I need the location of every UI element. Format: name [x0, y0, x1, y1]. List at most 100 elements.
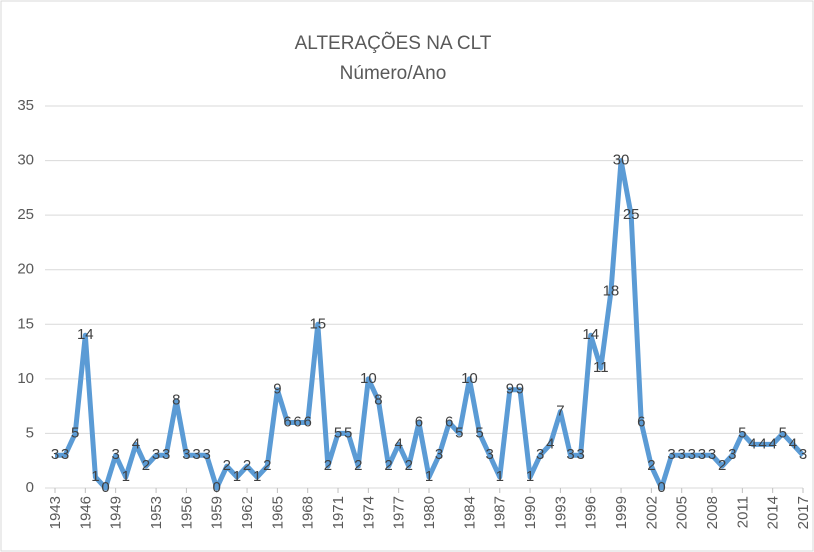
data-label: 4: [769, 435, 777, 452]
data-label: 10: [461, 370, 478, 387]
data-label: 3: [799, 446, 807, 463]
data-label: 2: [324, 457, 332, 474]
data-label: 1: [253, 468, 261, 485]
data-label: 3: [192, 446, 200, 463]
data-label: 4: [546, 435, 554, 452]
x-tick-label: 2011: [734, 496, 751, 528]
data-label: 4: [395, 435, 403, 452]
data-label: 2: [142, 457, 150, 474]
data-label: 6: [304, 413, 312, 430]
data-label: 9: [273, 381, 281, 398]
data-label: 6: [415, 413, 423, 430]
data-label: 30: [613, 152, 630, 169]
data-label: 3: [51, 446, 59, 463]
data-label: 5: [475, 424, 483, 441]
data-label: 3: [566, 446, 574, 463]
data-label: 2: [223, 457, 231, 474]
data-label: 2: [263, 457, 271, 474]
x-tick-label: 1965: [269, 496, 286, 529]
chart-title: ALTERAÇÕES NA CLT: [295, 32, 492, 54]
data-label: 6: [637, 413, 645, 430]
data-label: 1: [425, 468, 433, 485]
data-label: 3: [202, 446, 210, 463]
y-tick-label: 35: [17, 97, 34, 114]
x-tick-label: 2002: [643, 496, 660, 529]
data-label: 5: [779, 424, 787, 441]
data-label: 8: [374, 392, 382, 409]
data-label: 4: [758, 435, 766, 452]
x-tick-label: 1956: [178, 496, 195, 529]
y-tick-label: 25: [17, 206, 34, 223]
data-label: 10: [360, 370, 377, 387]
data-label: 1: [91, 468, 99, 485]
data-label: 1: [122, 468, 130, 485]
x-tick-label: 1999: [613, 496, 630, 529]
data-label: 3: [576, 446, 584, 463]
y-tick-label: 10: [17, 370, 34, 387]
data-label: 3: [688, 446, 696, 463]
chart-subtitle: Número/Ano: [340, 63, 447, 84]
y-tick-label: 30: [17, 152, 34, 169]
data-label: 1: [233, 468, 241, 485]
x-tick-label: 1943: [47, 496, 64, 529]
data-label: 25: [623, 206, 640, 223]
data-label: 3: [678, 446, 686, 463]
data-label: 11: [593, 359, 609, 376]
x-tick-label: 1974: [360, 496, 377, 529]
y-tick-label: 15: [17, 315, 34, 332]
data-label: 2: [647, 457, 655, 474]
data-label: 3: [152, 446, 160, 463]
y-tick-label: 20: [17, 261, 34, 278]
data-label: 14: [582, 326, 599, 343]
data-label: 2: [718, 457, 726, 474]
data-label: 3: [111, 446, 119, 463]
x-tick-label: 2005: [674, 496, 691, 529]
data-label: 9: [506, 381, 514, 398]
data-label: 3: [698, 446, 706, 463]
data-label: 3: [435, 446, 443, 463]
x-tick-label: 1984: [461, 496, 478, 529]
x-tick-label: 2017: [795, 496, 812, 529]
data-label: 6: [293, 413, 301, 430]
data-label: 5: [71, 424, 79, 441]
x-tick-label: 1996: [583, 496, 600, 529]
data-label: 4: [132, 435, 140, 452]
x-tick-label: 1959: [209, 496, 226, 529]
data-label: 9: [516, 381, 524, 398]
data-label: 3: [182, 446, 190, 463]
x-tick-label: 1968: [300, 496, 317, 529]
x-tick-label: 1993: [552, 496, 569, 529]
series-line: [55, 158, 805, 491]
x-tick-label: 2008: [704, 496, 721, 529]
data-label: 18: [603, 283, 620, 300]
x-tick-label: 1946: [77, 496, 94, 529]
data-label: 6: [445, 413, 453, 430]
data-label: 2: [384, 457, 392, 474]
data-label: 5: [334, 424, 342, 441]
x-tick-label: 1980: [421, 496, 438, 529]
x-tick-label: 1953: [148, 496, 165, 529]
y-tick-label: 0: [26, 479, 34, 496]
data-label: 3: [667, 446, 675, 463]
data-label: 7: [556, 403, 564, 420]
x-tick-label: 2014: [765, 496, 782, 529]
data-label: 2: [405, 457, 413, 474]
y-tick-label: 5: [26, 424, 34, 441]
data-label: 14: [77, 326, 94, 343]
data-label: 3: [728, 446, 736, 463]
data-label: 4: [789, 435, 797, 452]
x-tick-label: 1987: [492, 496, 509, 529]
data-label: 1: [526, 468, 534, 485]
data-label: 0: [213, 479, 221, 496]
data-label: 3: [162, 446, 170, 463]
data-label: 5: [455, 424, 463, 441]
data-label: 4: [748, 435, 756, 452]
data-label: 1: [496, 468, 504, 485]
data-label: 6: [283, 413, 291, 430]
x-tick-label: 1971: [330, 496, 347, 529]
x-tick-label: 1977: [391, 496, 408, 529]
data-label: 8: [172, 392, 180, 409]
x-tick-label: 1990: [522, 496, 539, 529]
data-label: 5: [738, 424, 746, 441]
